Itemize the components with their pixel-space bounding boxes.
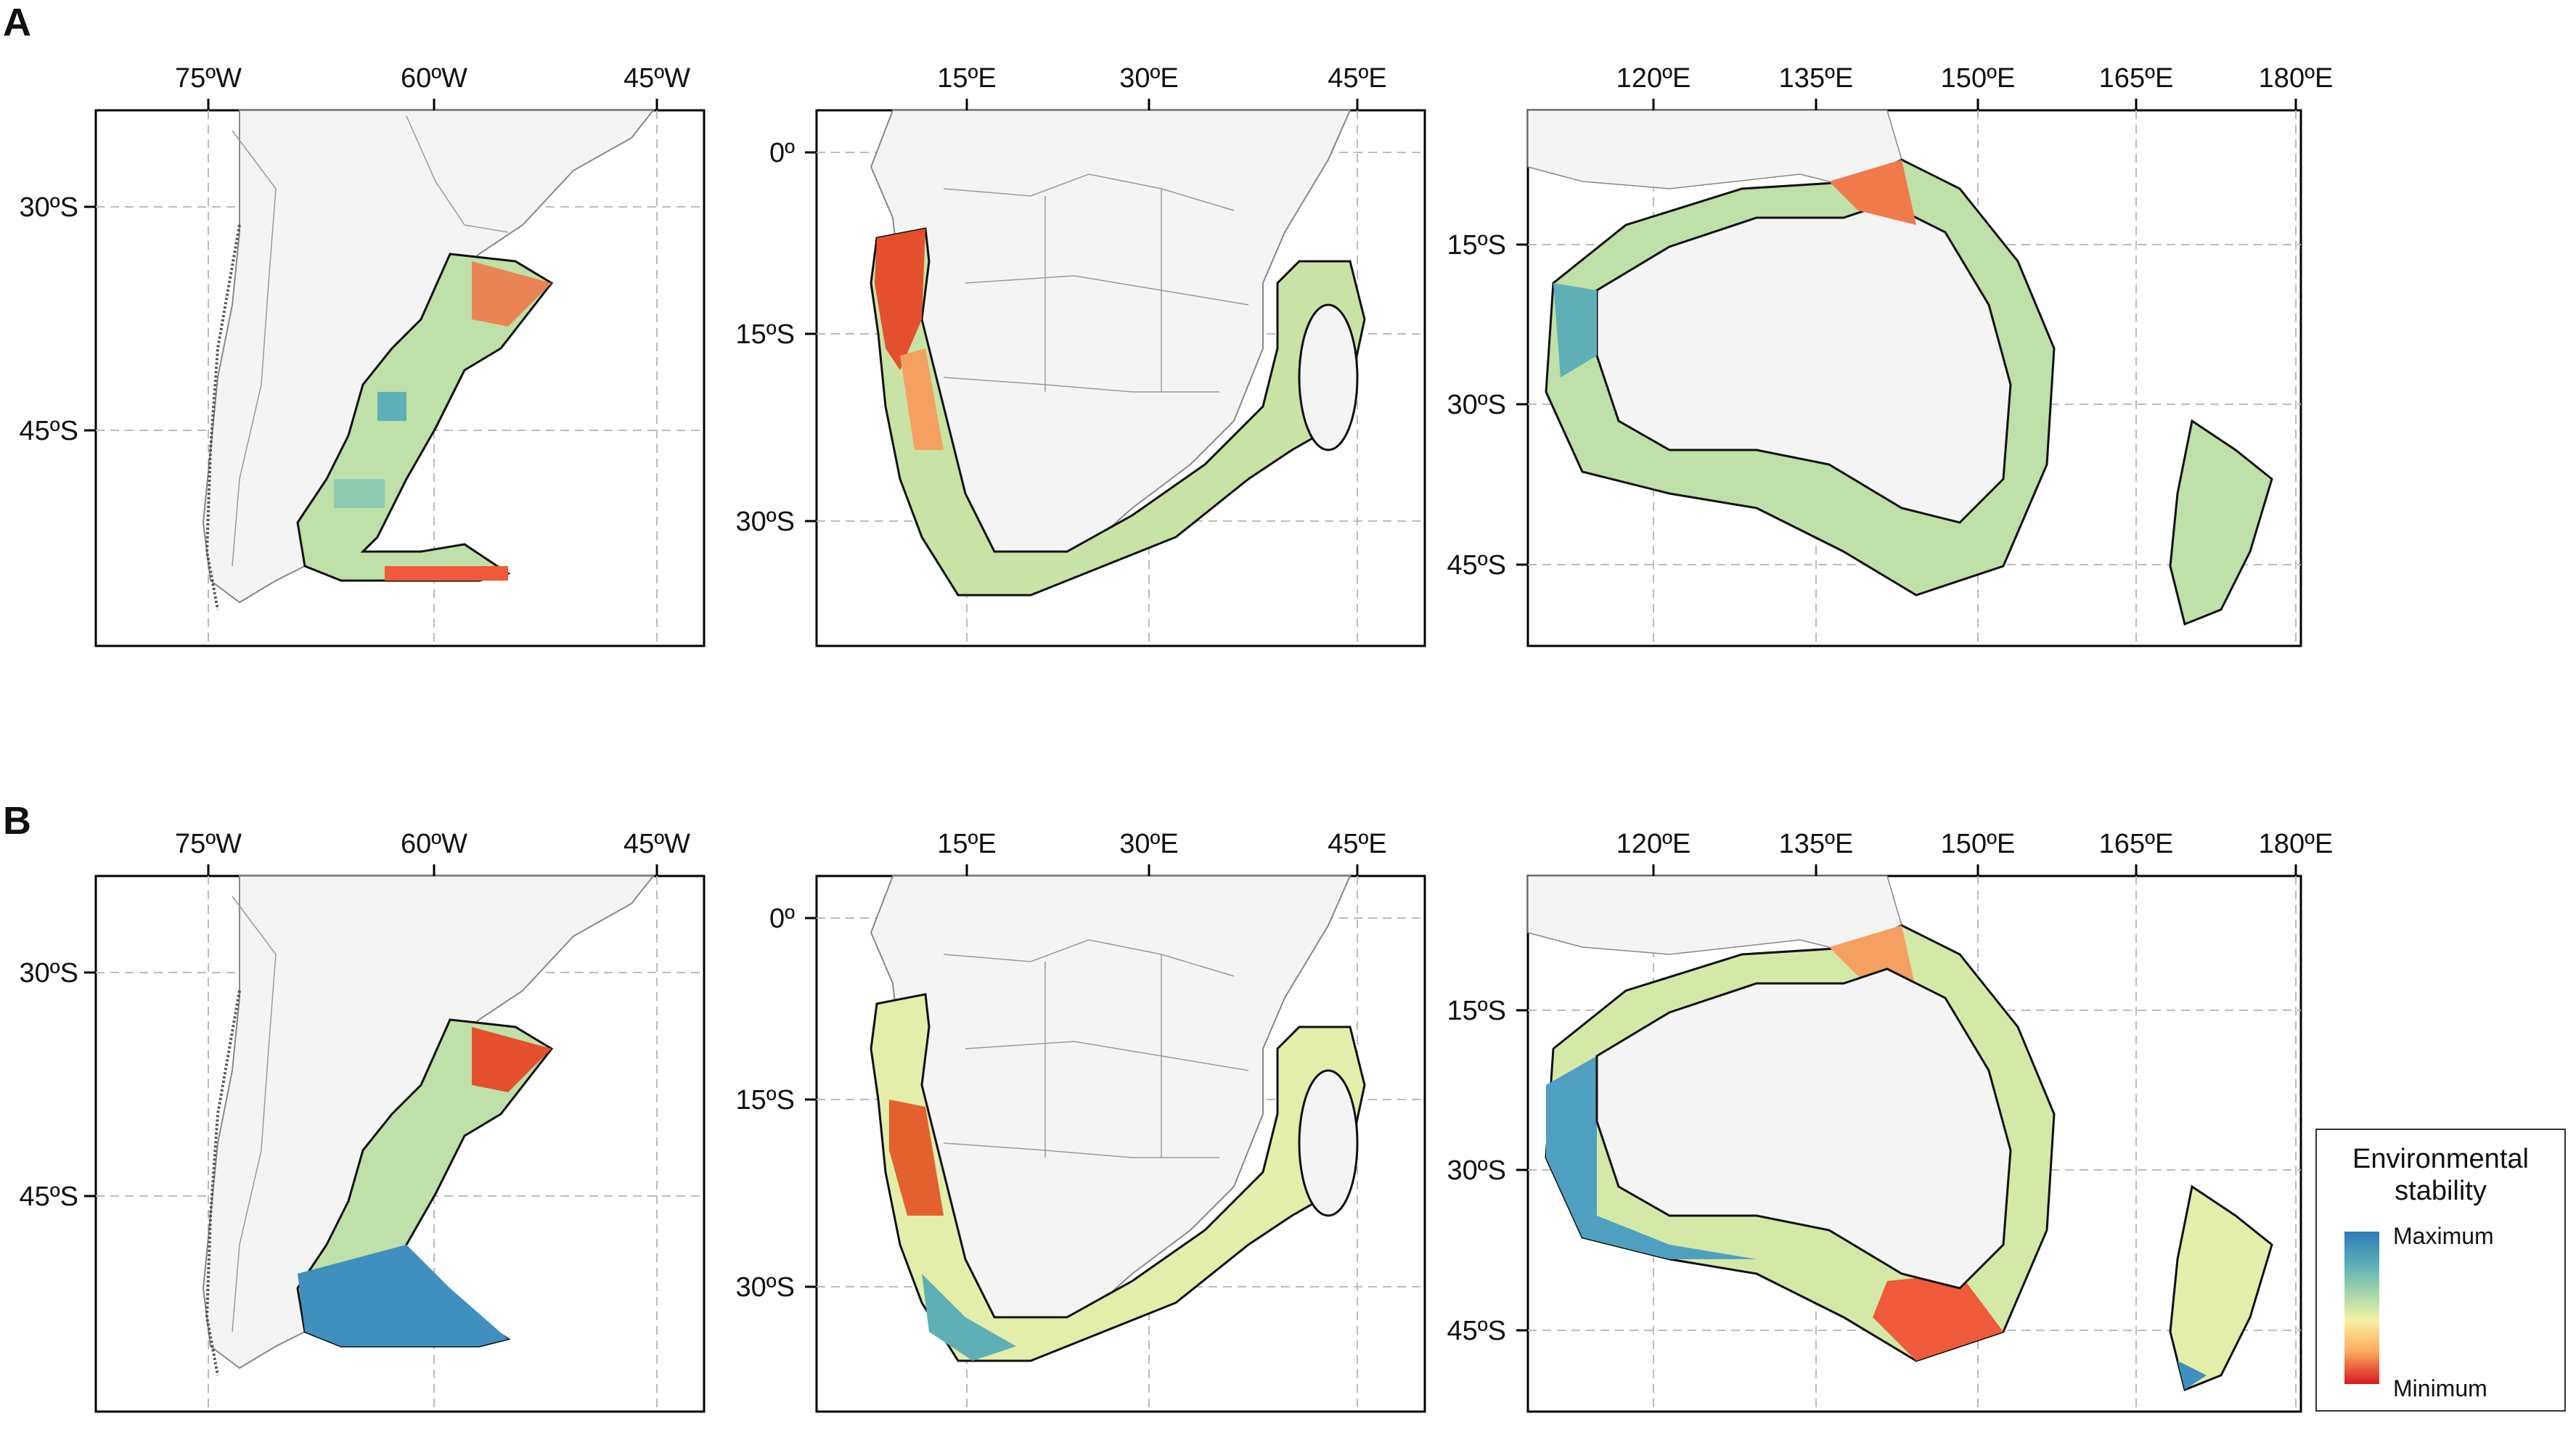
map-a-south-america: 75ºW 60ºW 45ºW 30ºS 45ºS xyxy=(0,44,726,671)
legend-max-label: Maximum xyxy=(2393,1223,2494,1249)
y-tick: 15ºS xyxy=(736,319,796,350)
x-tick: 165ºE xyxy=(2099,63,2174,94)
x-tick: 120ºE xyxy=(1616,63,1691,94)
y-tick: 45ºS xyxy=(20,416,79,446)
x-tick: 135ºE xyxy=(1779,829,1854,859)
y-tick: 30ºS xyxy=(736,1272,796,1303)
map-a-australia: 120ºE 135ºE 150ºE 165ºE 180ºE 15ºS 30ºS … xyxy=(1447,44,2333,671)
y-tick: 15ºS xyxy=(736,1085,796,1115)
y-tick: 0º xyxy=(769,904,795,934)
x-tick: 15ºE xyxy=(937,63,997,94)
x-tick: 75ºW xyxy=(175,829,242,859)
x-tick: 120ºE xyxy=(1616,829,1691,859)
legend-title: Environmental stability xyxy=(2352,1144,2529,1206)
x-tick: 60ºW xyxy=(401,63,467,94)
x-tick: 180ºE xyxy=(2259,63,2334,94)
y-tick: 0º xyxy=(769,138,795,168)
map-a-southern-africa: 15ºE 30ºE 45ºE 0º 15ºS 30ºS xyxy=(726,44,1452,671)
y-tick: 30ºS xyxy=(1447,390,1507,420)
legend-min-label: Minimum xyxy=(2393,1375,2487,1401)
x-tick: 60ºW xyxy=(401,829,467,859)
x-tick: 165ºE xyxy=(2099,829,2174,859)
x-tick: 15ºE xyxy=(937,829,997,859)
x-tick: 45ºW xyxy=(623,63,690,94)
x-tick: 45ºE xyxy=(1328,63,1387,94)
y-tick: 15ºS xyxy=(1447,230,1507,261)
x-tick: 30ºE xyxy=(1119,829,1179,859)
y-tick: 30ºS xyxy=(20,958,79,988)
x-tick: 75ºW xyxy=(175,63,242,94)
legend: Environmental stability Maximum Minimum xyxy=(2315,1129,2566,1412)
panel-label-a: A xyxy=(3,1,31,44)
map-b-southern-africa: 15ºE 30ºE 45ºE 0º 15ºS 30ºS xyxy=(726,809,1452,1437)
x-tick: 45ºE xyxy=(1328,829,1387,859)
map-b-australia: 120ºE 135ºE 150ºE 165ºE 180ºE 15ºS 30ºS … xyxy=(1447,809,2333,1437)
map-b-south-america: 75ºW 60ºW 45ºW 30ºS 45ºS xyxy=(0,809,726,1437)
y-tick: 45ºS xyxy=(1447,550,1507,581)
legend-color-bar xyxy=(2344,1232,2379,1384)
x-tick: 30ºE xyxy=(1119,63,1179,94)
y-tick: 45ºS xyxy=(20,1182,79,1212)
x-tick: 135ºE xyxy=(1779,63,1854,94)
y-tick: 30ºS xyxy=(20,192,79,223)
y-tick: 15ºS xyxy=(1447,996,1507,1026)
x-tick: 150ºE xyxy=(1941,829,2016,859)
x-tick: 180ºE xyxy=(2259,829,2334,859)
y-tick: 30ºS xyxy=(1447,1155,1507,1186)
x-tick: 45ºW xyxy=(623,829,690,859)
y-tick: 30ºS xyxy=(736,507,796,537)
panel-label-b: B xyxy=(3,799,31,843)
y-tick: 45ºS xyxy=(1447,1316,1507,1346)
x-tick: 150ºE xyxy=(1941,63,2016,94)
